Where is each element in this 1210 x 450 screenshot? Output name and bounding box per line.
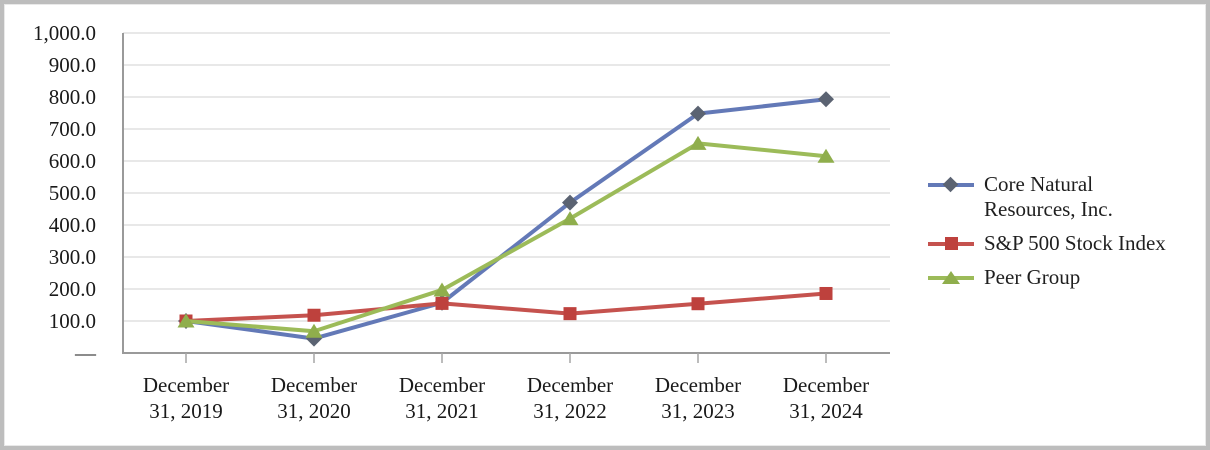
x-axis-category-label: 31, 2021 [405,399,479,423]
x-axis-category-label: 31, 2020 [277,399,351,423]
y-axis-tick-label: 900.0 [49,53,96,77]
series-line-peer-group [185,141,827,334]
legend-diamond-shape [942,176,959,192]
series-marker-peer-group [561,211,579,226]
x-axis-category-label: December [143,373,229,397]
legend-square-shape [944,237,958,250]
y-axis-tick-label: 200.0 [49,277,96,301]
y-axis-tick-label: 300.0 [49,245,96,269]
series-marker-peer-group [689,135,707,150]
legend-square-marker-icon [928,231,974,256]
series-line-s-p-500-stock-index [185,291,827,323]
x-axis-category-label: December [399,373,485,397]
x-axis-category-label: 31, 2022 [533,399,607,423]
legend-item-peer-group: Peer Group [928,265,1188,290]
x-axis-category-label: December [527,373,613,397]
x-axis-category-label: December [655,373,741,397]
legend-item-core-natural-resources-inc: Core Natural Resources, Inc. [928,172,1188,222]
series-marker-peer-group [177,313,195,328]
series-marker-s-p-500-stock-index [307,308,321,322]
x-axis-category-label: December [783,373,869,397]
y-axis-tick-label: 600.0 [49,149,96,173]
series-marker-peer-group [817,148,835,163]
y-axis-tick-label: 700.0 [49,117,96,141]
legend-triangle-marker-icon [928,265,974,290]
series-marker-core-natural-resources-inc [818,91,834,108]
series-marker-s-p-500-stock-index [819,286,833,300]
series-marker-peer-group [305,323,323,338]
series-marker-core-natural-resources-inc [562,194,578,211]
x-axis-category-label: 31, 2023 [661,399,735,423]
series-marker-s-p-500-stock-index [563,307,577,321]
legend-diamond-marker-icon [928,172,974,197]
y-axis-tick-label: 500.0 [49,181,96,205]
x-axis-category-label: December [271,373,357,397]
chart-legend: Core Natural Resources, Inc. S&P 500 Stoc… [928,172,1188,290]
y-axis-tick-label: 100.0 [49,309,96,333]
x-axis-category-label: 31, 2019 [149,399,223,423]
y-axis-tick-label: 1,000.0 [33,21,96,45]
x-axis-category-label: 31, 2024 [789,399,863,423]
legend-label: Peer Group [984,265,1081,289]
legend-triangle-shape [942,271,960,284]
series-marker-core-natural-resources-inc [690,105,706,122]
series-marker-s-p-500-stock-index [691,297,705,311]
legend-label: Core Natural Resources, Inc. [984,172,1113,221]
y-axis-tick-label: 400.0 [49,213,96,237]
y-axis-tick-label: 800.0 [49,85,96,109]
series-marker-peer-group [433,282,451,297]
legend-label: S&P 500 Stock Index [984,231,1166,255]
series-marker-s-p-500-stock-index [435,296,449,310]
y-axis-tick-label: — [74,341,97,365]
legend-item-s-p-500-stock-index: S&P 500 Stock Index [928,231,1188,256]
